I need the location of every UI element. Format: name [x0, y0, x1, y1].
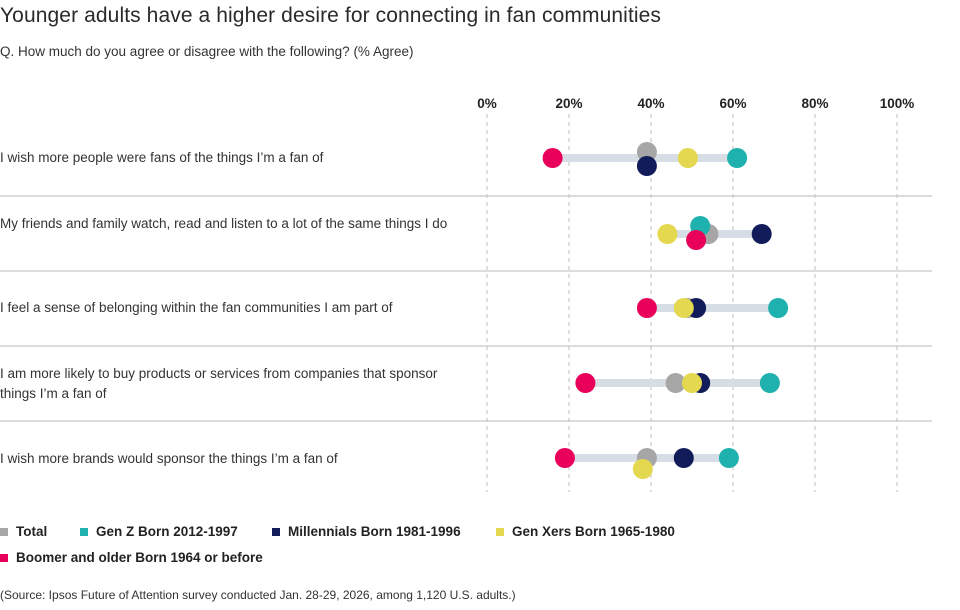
data-point-genx [673, 298, 694, 318]
data-point-genx [632, 459, 653, 479]
row-label: I am more likely to buy products or serv… [0, 366, 438, 401]
legend-label: Gen Z Born 2012-1997 [96, 524, 238, 539]
legend-swatch [272, 527, 280, 536]
data-point-genz [718, 448, 739, 468]
row-label: I wish more brands would sponsor the thi… [0, 451, 338, 466]
row-separators [0, 195, 932, 422]
data-point-boomer [686, 230, 707, 250]
x-axis-ticks: 0% 20% 40% 60% 80% 100% [477, 96, 914, 111]
data-point-boomer [636, 298, 657, 318]
data-point-boomer [542, 148, 563, 168]
legend-swatch [496, 527, 504, 536]
legend-item-total: Total [0, 524, 47, 539]
data-point-genz [759, 373, 780, 393]
chart-title: Younger adults have a higher desire for … [0, 4, 662, 27]
row-label: I feel a sense of belonging within the f… [0, 300, 393, 315]
legend-label: Millennials Born 1981-1996 [288, 524, 461, 539]
data-point-boomer [554, 448, 575, 468]
x-tick-label: 80% [801, 96, 828, 111]
data-point-genx [677, 148, 698, 168]
data-point-genx [682, 373, 702, 393]
data-point-millennials [636, 156, 657, 176]
legend-swatch [0, 527, 8, 536]
legend-swatch [80, 527, 88, 536]
data-points [542, 142, 789, 479]
data-point-genx [657, 224, 678, 244]
gridlines [486, 114, 898, 492]
dot-range-chart: 0% 20% 40% 60% 80% 100% [0, 96, 932, 492]
row-label: My friends and family watch, read and li… [0, 216, 448, 231]
legend-label: Gen Xers Born 1965-1980 [512, 524, 675, 539]
legend-item-genz: Gen Z Born 2012-1997 [80, 524, 238, 539]
x-tick-label: 40% [637, 96, 664, 111]
data-point-total [636, 142, 657, 162]
x-tick-label: 100% [880, 96, 915, 111]
data-point-millennials [751, 224, 772, 244]
source-note: (Source: Ipsos Future of Attention surve… [0, 588, 516, 602]
legend-label: Total [16, 524, 48, 539]
x-tick-label: 0% [477, 96, 497, 111]
data-point-genz [727, 148, 748, 168]
row-label: I wish more people were fans of the thin… [0, 150, 324, 165]
legend-item-boomer: Boomer and older Born 1964 or before [0, 550, 263, 565]
legend-item-genx: Gen Xers Born 1965-1980 [496, 524, 675, 539]
legend-swatch [0, 553, 8, 562]
x-tick-label: 60% [719, 96, 746, 111]
legend-item-millennials: Millennials Born 1981-1996 [272, 524, 461, 539]
x-tick-label: 20% [555, 96, 582, 111]
range-bars [552, 154, 779, 462]
data-point-genz [768, 298, 789, 318]
data-point-total [665, 373, 686, 393]
data-point-boomer [575, 373, 596, 393]
data-point-millennials [673, 448, 694, 468]
legend-label: Boomer and older Born 1964 or before [16, 550, 263, 565]
chart-subtitle: Q. How much do you agree or disagree wit… [0, 44, 414, 59]
